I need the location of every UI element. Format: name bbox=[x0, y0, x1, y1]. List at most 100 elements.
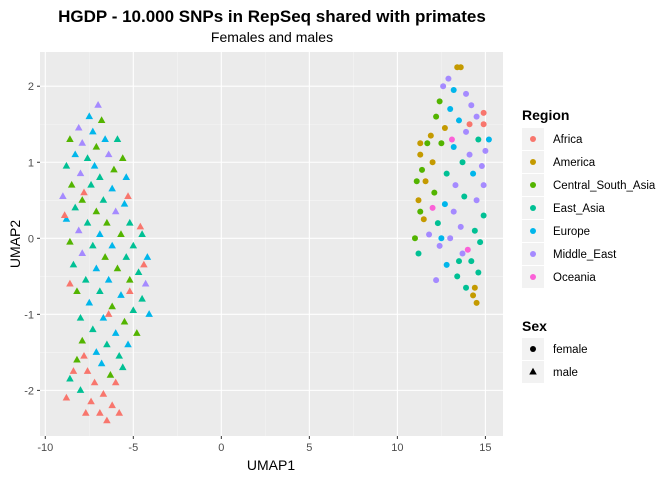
data-point-female bbox=[427, 132, 434, 139]
data-point-male bbox=[67, 180, 76, 188]
data-point-female bbox=[455, 258, 462, 265]
legend-key-swatch bbox=[530, 228, 536, 234]
data-point-female bbox=[477, 239, 484, 246]
data-point-female bbox=[454, 273, 461, 280]
data-point-male bbox=[143, 253, 152, 260]
data-point-male bbox=[78, 249, 87, 257]
data-point-male bbox=[145, 310, 153, 317]
data-point-male bbox=[103, 416, 111, 424]
data-point-female bbox=[411, 235, 418, 242]
chart-title: HGDP - 10.000 SNPs in RepSeq shared with… bbox=[58, 7, 486, 26]
data-point-female bbox=[417, 208, 424, 215]
data-point-male bbox=[115, 408, 124, 416]
data-point-male bbox=[99, 196, 108, 203]
data-point-female bbox=[478, 163, 485, 170]
data-point-female bbox=[450, 208, 457, 215]
data-point-male bbox=[78, 336, 87, 344]
data-point-male bbox=[118, 363, 127, 371]
data-point-male bbox=[76, 386, 85, 393]
data-point-female bbox=[459, 250, 466, 257]
legend-region-label: Oceania bbox=[553, 272, 596, 284]
data-point-female bbox=[459, 159, 466, 166]
data-point-male bbox=[99, 313, 108, 321]
data-point-male bbox=[113, 135, 122, 142]
data-point-male bbox=[69, 260, 78, 268]
data-point-male bbox=[80, 188, 88, 196]
data-point-male bbox=[126, 275, 134, 283]
data-point-male bbox=[62, 215, 71, 222]
data-point-female bbox=[436, 98, 443, 105]
data-point-male bbox=[87, 180, 95, 188]
data-point-male bbox=[71, 150, 79, 158]
data-point-male bbox=[83, 154, 92, 161]
data-point-female bbox=[475, 136, 482, 143]
data-point-female bbox=[448, 136, 455, 143]
data-point-female bbox=[480, 109, 487, 116]
data-point-male bbox=[60, 211, 69, 219]
data-point-male bbox=[108, 302, 116, 310]
data-point-male bbox=[81, 408, 90, 416]
legend-shape-circle bbox=[530, 346, 536, 352]
data-point-female bbox=[466, 151, 473, 158]
data-point-female bbox=[468, 102, 475, 109]
data-point-female bbox=[473, 299, 480, 306]
data-point-female bbox=[429, 159, 436, 166]
legend-sex: female male bbox=[522, 338, 588, 383]
data-point-male bbox=[74, 123, 83, 131]
data-point-male bbox=[117, 291, 125, 298]
data-point-female bbox=[464, 246, 471, 253]
data-point-male bbox=[140, 260, 148, 268]
y-axis-ticks: -2 -1 0 1 2 bbox=[24, 81, 40, 397]
data-point-female bbox=[457, 223, 464, 230]
data-point-female bbox=[443, 170, 450, 177]
data-point-male bbox=[108, 241, 116, 249]
data-point-male bbox=[66, 237, 74, 245]
x-axis-ticks: -10 -5 0 5 10 15 bbox=[37, 436, 492, 454]
data-point-male bbox=[89, 241, 97, 249]
data-point-male bbox=[111, 378, 120, 386]
legend-key-swatch bbox=[530, 182, 536, 188]
data-point-male bbox=[90, 161, 99, 169]
data-point-female bbox=[420, 216, 427, 223]
x-axis-title: UMAP1 bbox=[247, 457, 295, 473]
data-point-male bbox=[122, 173, 131, 180]
x-tick-label: -5 bbox=[128, 442, 138, 454]
data-point-female bbox=[424, 140, 431, 147]
legend-region-label: Central_South_Asia bbox=[553, 180, 656, 192]
y-tick-label: 2 bbox=[28, 81, 34, 93]
y-tick-label: -1 bbox=[24, 309, 34, 321]
data-point-male bbox=[76, 169, 85, 177]
legend-sex-label: male bbox=[553, 367, 578, 379]
data-point-male bbox=[74, 226, 83, 234]
data-point-female bbox=[473, 113, 480, 120]
data-point-female bbox=[482, 147, 489, 154]
data-point-female bbox=[426, 231, 433, 238]
data-point-male bbox=[96, 408, 104, 416]
data-point-female bbox=[468, 258, 475, 265]
data-point-female bbox=[470, 292, 477, 299]
legend-sex-label: female bbox=[553, 344, 588, 356]
legend-region-title: Region bbox=[522, 107, 569, 123]
data-point-male bbox=[138, 230, 146, 238]
data-point-female bbox=[447, 106, 454, 113]
chart-subtitle: Females and males bbox=[211, 29, 333, 45]
data-point-male bbox=[110, 165, 118, 173]
data-point-male bbox=[124, 340, 132, 348]
data-point-female bbox=[470, 170, 477, 177]
data-points bbox=[59, 64, 492, 424]
legend-sex-title: Sex bbox=[522, 318, 547, 334]
data-point-female bbox=[434, 220, 441, 227]
data-point-female bbox=[440, 83, 447, 90]
data-point-female bbox=[433, 113, 440, 120]
data-point-male bbox=[124, 192, 132, 199]
data-point-female bbox=[450, 144, 457, 151]
data-point-male bbox=[136, 222, 145, 230]
data-point-male bbox=[81, 275, 90, 283]
data-point-male bbox=[106, 370, 115, 378]
data-point-male bbox=[96, 230, 104, 238]
data-point-male bbox=[104, 275, 113, 283]
data-point-female bbox=[433, 277, 440, 284]
data-point-male bbox=[133, 329, 141, 336]
legend-region-label: Middle_East bbox=[553, 249, 617, 261]
